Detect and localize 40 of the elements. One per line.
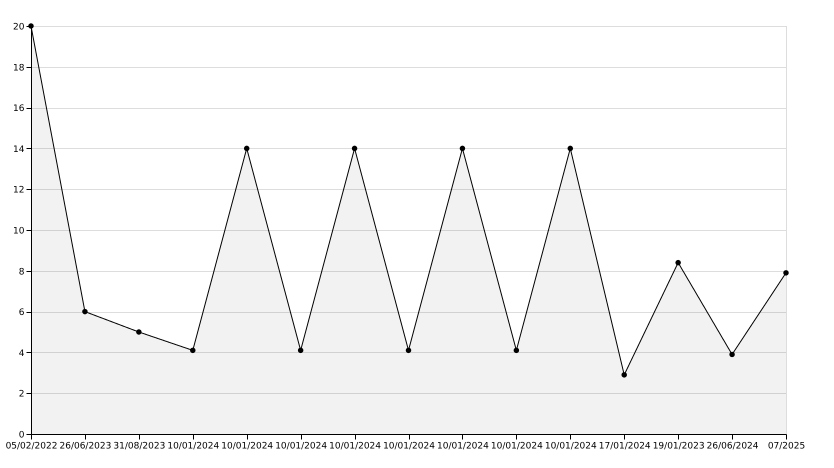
x-tick-label: 07/2025 xyxy=(768,442,806,452)
point xyxy=(460,146,466,152)
x-tick-label: 17/01/2024 xyxy=(598,442,651,452)
y-tick-label: 14 xyxy=(13,144,25,155)
point xyxy=(82,308,88,314)
x-tick-label: 10/01/2024 xyxy=(544,442,597,452)
x-tick-label: 26/06/2023 xyxy=(59,442,112,452)
y-tick-label: 2 xyxy=(18,390,24,400)
point xyxy=(298,348,304,354)
x-tick-label: 10/01/2024 xyxy=(329,442,382,452)
y-tick-label: 10 xyxy=(13,226,25,236)
x-tick-label: 26/06/2024 xyxy=(706,442,759,452)
x-tick-label: 10/01/2024 xyxy=(436,442,490,452)
x-tick-label: 10/01/2024 xyxy=(275,442,328,452)
x-tick-label: 31/08/2023 xyxy=(113,442,166,452)
point xyxy=(729,352,735,358)
y-tick-label: 6 xyxy=(18,308,25,318)
point xyxy=(406,348,412,354)
x-tick-label: 19/01/2023 xyxy=(652,442,705,452)
y-tick-label: 16 xyxy=(13,104,25,114)
y-tick-label: 20 xyxy=(13,22,25,32)
y-tick-label: 0 xyxy=(18,430,25,440)
x-tick-label: 05/02/2022 xyxy=(6,442,58,452)
y-tick-label: 4 xyxy=(18,348,25,359)
point xyxy=(136,329,142,335)
y-tick-label: 8 xyxy=(18,267,25,278)
y-tick-label: 12 xyxy=(13,186,24,196)
point xyxy=(514,348,520,354)
point xyxy=(783,270,789,276)
y-tick-label: 18 xyxy=(13,63,25,74)
x-tick-label: 10/01/2024 xyxy=(490,442,544,452)
point xyxy=(244,146,250,152)
point xyxy=(352,146,358,152)
x-tick-label: 10/01/2024 xyxy=(221,442,274,452)
point xyxy=(568,146,574,152)
x-tick-label: 10/01/2024 xyxy=(383,442,436,452)
point xyxy=(621,372,627,378)
x-tick-label: 10/01/2024 xyxy=(167,442,220,452)
point xyxy=(675,260,681,266)
point xyxy=(190,348,196,354)
